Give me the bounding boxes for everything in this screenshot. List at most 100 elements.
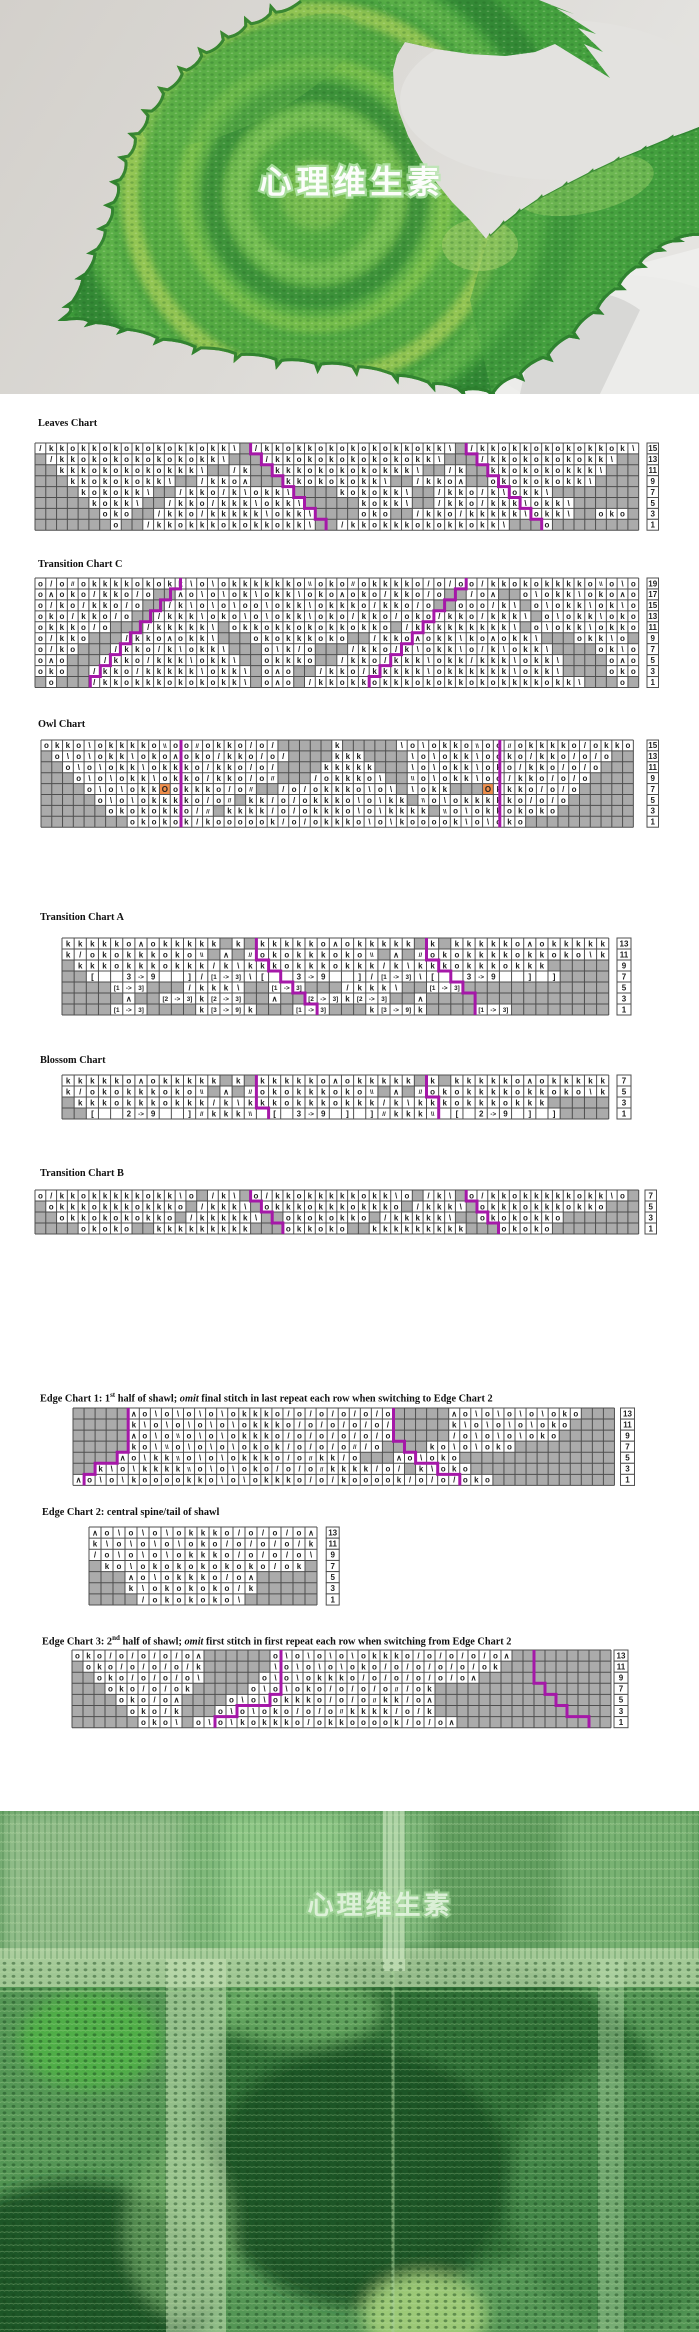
svg-text://: //: [419, 1089, 423, 1096]
svg-text:\\: \\: [370, 952, 374, 959]
svg-text:7: 7: [651, 487, 656, 496]
svg-text:15: 15: [648, 741, 657, 750]
svg-text:\\: \\: [249, 1111, 253, 1118]
svg-text:5: 5: [651, 498, 656, 507]
svg-text:k\okokoko/k: k\okokoko/k: [129, 1584, 254, 1593]
svg-text:3]: 3]: [503, 1007, 509, 1014]
svg-text:9: 9: [651, 634, 656, 643]
svg-text:/okokoko\: /okokoko\: [142, 1595, 241, 1604]
svg-text:[39]/\[39]/\[39]]: [39]/\[39]/\[39]]: [91, 972, 556, 981]
svg-text:11: 11: [617, 1662, 626, 1671]
svg-text://: //: [419, 952, 423, 959]
svg-text:1: 1: [625, 1476, 630, 1485]
svg-text:13: 13: [620, 939, 629, 948]
svg-text:∧o\o\o\o\okkko/o/o/o/o/o∧o\o\o: ∧o\o\o\o\okkko/o/o/o/o/o∧o\o\o\o\oko: [130, 1409, 577, 1418]
svg-text:kkkokkkokkk/k\kkkokkkokkk/k\kk: kkkokkkokkk/k\kkkokkkokkk/k\kkkokkkokkk: [78, 1098, 545, 1107]
svg-text:oko/kko/kkkkk\okk\oko/kko/kkkk: oko/kko/kkkkk\okk\oko/kko/kkkkk\okk\oko: [103, 509, 625, 518]
svg-text:kkkokokokokkk\/kkkkokokokokkk\: kkkokokokokkk\/kkkkokokokokkk\/kkkokokok…: [60, 466, 603, 475]
svg-text:->: ->: [223, 996, 229, 1003]
svg-text:11: 11: [328, 1540, 337, 1549]
svg-text:17: 17: [648, 590, 657, 599]
svg-text:[3: [3: [381, 1007, 387, 1014]
svg-text:11: 11: [623, 1420, 632, 1429]
svg-text:3: 3: [649, 1213, 654, 1222]
svg-text:3]: 3]: [381, 996, 387, 1003]
svg-text:okokok/koooook/o/okkko\o\koooo: okokok/koooook/o/okkko\o\kooook\o\oko: [130, 818, 523, 827]
svg-text://: //: [228, 798, 232, 805]
svg-text:[1: [1: [211, 974, 217, 981]
svg-text:∧o\kko\o\okkko/okk/o∧o\oko: ∧o\kko\o\okkko/okk/o∧o\oko: [119, 1454, 456, 1463]
svg-text:9: 9: [651, 774, 656, 783]
svg-text:3]: 3]: [405, 974, 411, 981]
svg-text:3]: 3]: [187, 996, 193, 1003]
svg-text:->: ->: [138, 1111, 144, 1118]
svg-text:1: 1: [330, 1595, 335, 1604]
svg-text:\\: \\: [599, 581, 603, 588]
svg-text:->: ->: [393, 1007, 399, 1014]
svg-text:19: 19: [648, 579, 657, 588]
svg-text:ko\o\o\o\okok/o/o/o/oko\o\oko: ko\o\o\o\okok/o/o/o/oko\o\oko: [131, 1443, 511, 1452]
svg-text:->: ->: [308, 1111, 314, 1118]
svg-text://: //: [319, 1466, 323, 1473]
svg-text://: //: [395, 1686, 399, 1693]
svg-text:/o\o\o\okkko/o/o/o\: /o\o\o\okkko/o/o/o\: [94, 1551, 313, 1560]
svg-text:[1: [1: [114, 1007, 120, 1014]
svg-text:\\: \\: [308, 581, 312, 588]
svg-text://: //: [382, 1111, 386, 1118]
svg-text:3: 3: [651, 509, 656, 518]
svg-text:[1: [1: [114, 985, 120, 992]
svg-text:9]: 9]: [405, 1007, 411, 1014]
svg-text:[2: [2: [357, 996, 363, 1003]
svg-text:5: 5: [619, 1696, 624, 1705]
svg-text:9: 9: [330, 1551, 335, 1560]
svg-text:k\o\o\o\oko/o/o/o/k: k\o\o\o\oko/o/o/o/k: [93, 1540, 314, 1549]
svg-text:5: 5: [625, 1454, 630, 1463]
svg-text:oko\o\o\kokkko/okkooook/o/o∧: oko\o\o\kokkko/okkooook/o/o∧: [141, 1718, 455, 1727]
svg-text:\\: \\: [165, 1444, 169, 1451]
svg-text:心理维生素: 心理维生素: [259, 164, 444, 200]
svg-text:7: 7: [330, 1562, 335, 1571]
svg-text:3]: 3]: [235, 974, 241, 981]
svg-text:oko/o/o/o\o\o\okkko/o/o/o/o/o∧: oko/o/o/o\o\o\okkko/o/o/o/o/o∧: [97, 1674, 477, 1683]
svg-text:->: ->: [308, 1007, 314, 1014]
svg-text:15: 15: [648, 444, 657, 453]
svg-text:3]: 3]: [333, 996, 339, 1003]
svg-text:->: ->: [126, 1007, 132, 1014]
svg-text:9: 9: [619, 1674, 624, 1683]
svg-text:7: 7: [649, 1191, 654, 1200]
svg-text:3]: 3]: [138, 1007, 144, 1014]
svg-text://: //: [249, 1089, 253, 1096]
svg-text:\\: \\: [422, 798, 426, 805]
svg-text:[1: [1: [272, 985, 278, 992]
svg-text://: //: [249, 952, 253, 959]
svg-text:心理维生素: 心理维生素: [259, 164, 444, 200]
svg-text:\\: \\: [200, 1089, 204, 1096]
svg-text:\\: \\: [431, 1111, 435, 1118]
svg-text://: //: [373, 1697, 377, 1704]
svg-text:9: 9: [651, 477, 656, 486]
svg-text:15: 15: [648, 601, 657, 610]
svg-text:1: 1: [622, 1005, 627, 1014]
svg-text:->: ->: [442, 985, 448, 992]
svg-text:->: ->: [369, 996, 375, 1003]
svg-text:7: 7: [619, 1685, 624, 1694]
svg-text:7: 7: [651, 645, 656, 654]
svg-text:1: 1: [651, 520, 656, 529]
svg-text:[3: [3: [211, 1007, 217, 1014]
svg-text:5: 5: [651, 796, 656, 805]
svg-text:\\: \\: [200, 952, 204, 959]
svg-text:/kkokokokokokokk\/kkokokokokok: /kkokokokokokokk\/kkokokokokokokk\/kkoko…: [50, 455, 614, 464]
svg-text:3: 3: [619, 1707, 624, 1716]
svg-text:7: 7: [625, 1443, 630, 1452]
svg-text://: //: [308, 1455, 312, 1462]
svg-text:9]: 9]: [235, 1007, 241, 1014]
svg-text:->: ->: [320, 996, 326, 1003]
svg-text:13: 13: [617, 1651, 626, 1660]
svg-text:okkokokokko/kkkkk\okokokko/kkk: okkokokokko/kkkkk\okokokko/kkkkk\okokokk…: [59, 1213, 560, 1222]
svg-text:\\: \\: [411, 776, 415, 783]
svg-text:1: 1: [651, 818, 656, 827]
svg-text:\\: \\: [176, 1433, 180, 1440]
svg-text:3]: 3]: [235, 996, 241, 1003]
svg-text://: //: [200, 1111, 204, 1118]
svg-text:->: ->: [284, 985, 290, 992]
